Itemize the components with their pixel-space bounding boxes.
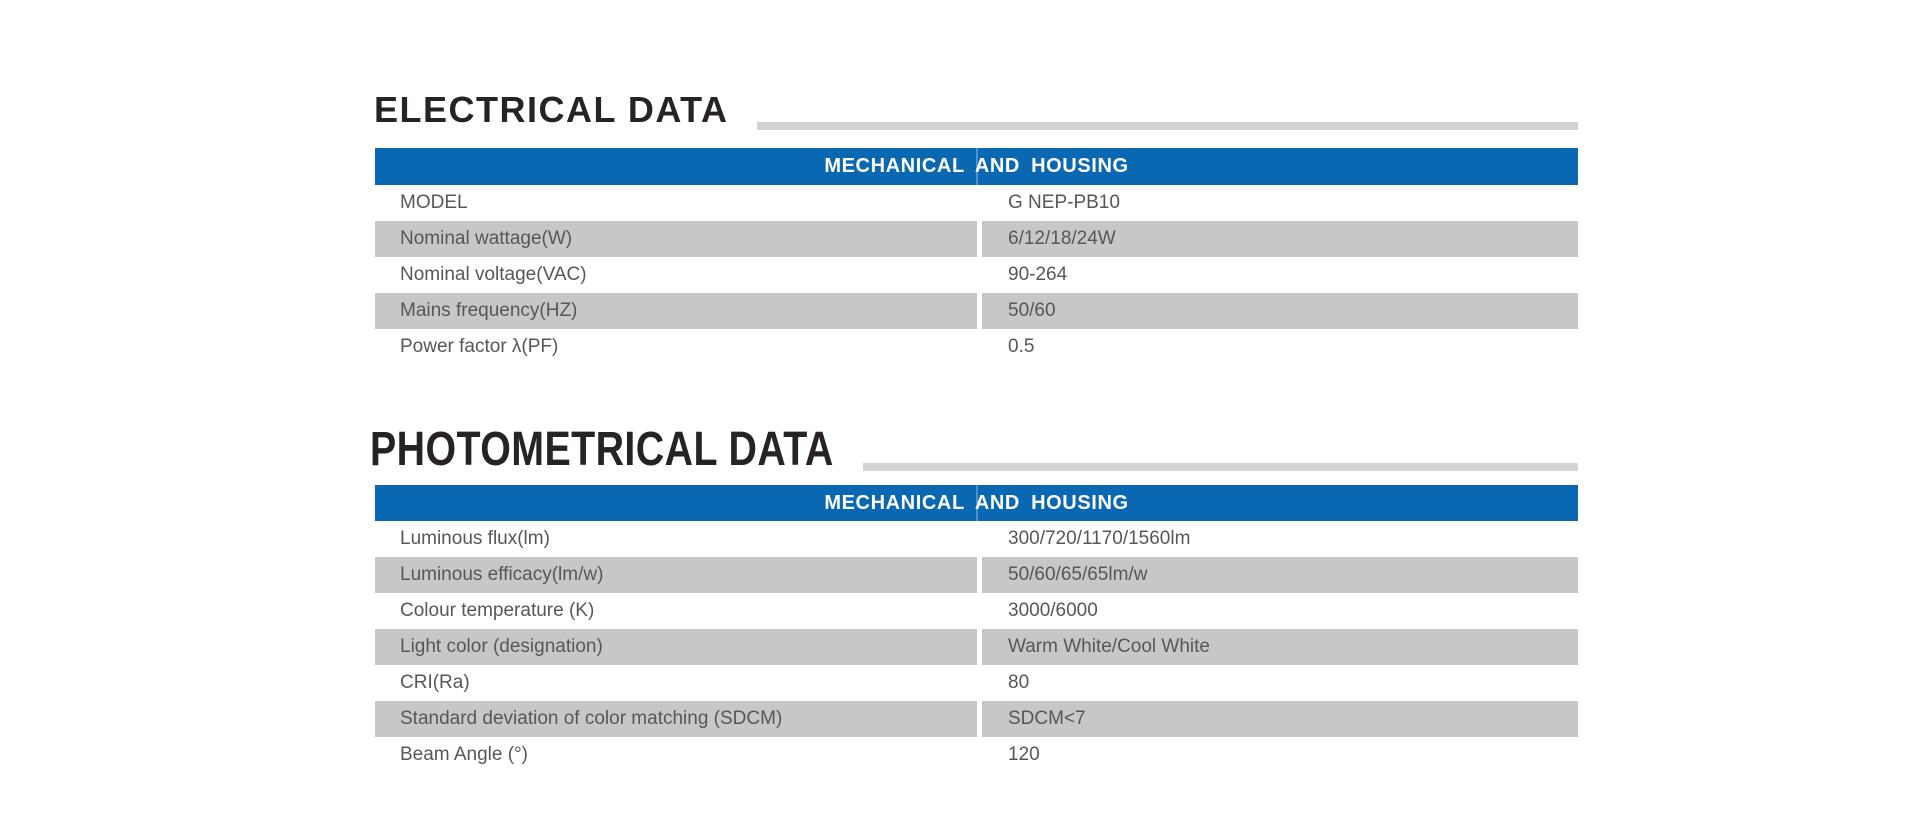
row-label: Colour temperature (K)	[400, 600, 595, 621]
row-label: Luminous efficacy(lm/w)	[375, 557, 977, 593]
column-divider	[977, 701, 982, 737]
row-value: 50/60	[982, 293, 1578, 329]
column-divider	[977, 665, 982, 701]
row-value: 6/12/18/24W	[982, 221, 1578, 257]
row-value: 120	[1008, 744, 1040, 765]
table-row: MODEL G NEP-PB10	[375, 185, 1578, 221]
column-divider	[977, 593, 982, 629]
row-value: 0.5	[1008, 336, 1035, 357]
section-title-electrical: ELECTRICAL DATA	[374, 89, 729, 130]
row-label: CRI(Ra)	[400, 672, 470, 693]
section-title-photometrical: PHOTOMETRICAL DATA	[370, 423, 834, 476]
row-label: Luminous flux(lm)	[400, 528, 550, 549]
electrical-data-table: MECHANICAL AND HOUSING MODEL G NEP-PB10 No…	[375, 148, 1578, 365]
column-divider	[977, 185, 982, 221]
table-row: Mains frequency(HZ) 50/60	[375, 293, 1578, 329]
table-row: Light color (designation) Warm White/Cool…	[375, 629, 1578, 665]
row-label: MODEL	[400, 192, 468, 213]
section-title-rule	[863, 463, 1578, 471]
row-value: 3000/6000	[1008, 600, 1098, 621]
column-divider	[977, 629, 982, 665]
table-row: Power factor λ(PF) 0.5	[375, 329, 1578, 365]
electrical-table-rows: MODEL G NEP-PB10 Nominal wattage(W) 6/12/18…	[375, 185, 1578, 365]
table-row: CRI(Ra) 80	[375, 665, 1578, 701]
photometrical-table-rows: Luminous flux(lm) 300/720/1170/1560lm Lumi…	[375, 521, 1578, 773]
row-label: Mains frequency(HZ)	[375, 293, 977, 329]
column-divider	[977, 221, 982, 257]
column-divider	[977, 737, 982, 773]
section-title-rule	[757, 122, 1578, 130]
row-value: SDCM<7	[982, 701, 1578, 737]
table-row: Beam Angle (°) 120	[375, 737, 1578, 773]
photometrical-data-table: MECHANICAL AND HOUSING Luminous flux(lm)…	[375, 485, 1578, 773]
column-divider	[977, 293, 982, 329]
row-label: Beam Angle (°)	[400, 744, 528, 765]
column-divider	[977, 521, 982, 557]
table-header-bar: MECHANICAL AND HOUSING	[375, 148, 1578, 185]
table-header-label: MECHANICAL AND HOUSING	[824, 491, 1129, 514]
row-value: G NEP-PB10	[1008, 192, 1120, 213]
table-row: Nominal wattage(W) 6/12/18/24W	[375, 221, 1578, 257]
column-divider	[977, 329, 982, 365]
row-label: Light color (designation)	[375, 629, 977, 665]
row-value: 300/720/1170/1560lm	[1008, 528, 1191, 549]
row-label: Nominal voltage(VAC)	[400, 264, 587, 285]
row-label: Power factor λ(PF)	[400, 336, 559, 357]
row-value: 90-264	[1008, 264, 1068, 285]
table-row: Nominal voltage(VAC) 90-264	[375, 257, 1578, 293]
table-row: Luminous flux(lm) 300/720/1170/1560lm	[375, 521, 1578, 557]
table-header-label: MECHANICAL AND HOUSING	[824, 155, 1129, 177]
row-value: 50/60/65/65lm/w	[982, 557, 1578, 593]
row-value: 80	[1008, 672, 1030, 693]
table-row: Luminous efficacy(lm/w) 50/60/65/65lm/w	[375, 557, 1578, 593]
table-row: Colour temperature (K) 3000/6000	[375, 593, 1578, 629]
table-row: Standard deviation of color matching (SD…	[375, 701, 1578, 737]
column-divider	[977, 257, 982, 293]
row-label: Nominal wattage(W)	[375, 221, 977, 257]
row-label: Standard deviation of color matching (SD…	[375, 701, 977, 737]
column-divider	[977, 557, 982, 593]
row-value: Warm White/Cool White	[982, 629, 1578, 665]
table-header-bar: MECHANICAL AND HOUSING	[375, 485, 1578, 521]
